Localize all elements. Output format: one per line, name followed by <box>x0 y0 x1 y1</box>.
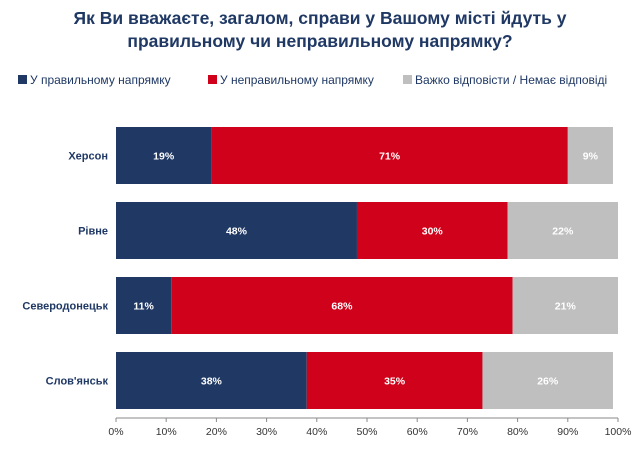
bar-segment <box>512 277 618 334</box>
bar-segment <box>306 352 483 409</box>
bar-segment <box>116 127 212 184</box>
x-tick-label: 10% <box>156 426 177 438</box>
chart-title-line: Як Ви вважаєте, загалом, справи у Вашому… <box>74 8 567 28</box>
category-label: Слов'янськ <box>46 376 109 388</box>
data-label: 48% <box>226 226 248 238</box>
data-label: 68% <box>331 301 353 313</box>
data-label: 9% <box>583 151 599 163</box>
legend-label: У неправильному напрямку <box>220 73 374 87</box>
bar-segment <box>567 127 613 184</box>
bar-segment <box>211 127 568 184</box>
data-label: 35% <box>384 376 406 388</box>
chart-title: Як Ви вважаєте, загалом, справи у Вашому… <box>74 8 567 51</box>
x-tick-label: 30% <box>256 426 277 438</box>
x-tick-label: 90% <box>557 426 578 438</box>
x-tick-label: 50% <box>356 426 377 438</box>
data-label: 26% <box>537 376 559 388</box>
category-label: Рівне <box>78 226 108 238</box>
x-tick-label: 80% <box>507 426 528 438</box>
legend-swatch <box>208 75 217 84</box>
bar-segment <box>171 277 513 334</box>
x-axis: 0% 10% 20% 30% 40% 50% 60% 70% 80% 90% 100% <box>108 417 632 438</box>
legend-swatch <box>403 75 412 84</box>
legend-swatch <box>18 75 27 84</box>
bar-segment <box>116 352 307 409</box>
chart-legend: У правильному напрямку У неправильному на… <box>18 73 607 87</box>
legend-label: Важко відповісти / Немає відповіді <box>415 73 607 87</box>
data-label: 30% <box>422 226 444 238</box>
x-tick-label: 60% <box>407 426 428 438</box>
data-label: 21% <box>555 301 577 313</box>
category-label: Северодонецьк <box>22 301 108 313</box>
data-label: 22% <box>552 226 574 238</box>
data-label: 38% <box>201 376 223 388</box>
legend-label: У правильному напрямку <box>30 73 171 87</box>
x-tick-label: 40% <box>306 426 327 438</box>
x-tick-label: 70% <box>457 426 478 438</box>
bar-segment <box>356 202 508 259</box>
bar-segment <box>482 352 613 409</box>
bar-segment <box>507 202 618 259</box>
category-label: Херсон <box>68 151 108 163</box>
bar-segment <box>116 277 172 334</box>
data-label: 11% <box>133 301 154 313</box>
x-tick-label: 0% <box>108 426 123 438</box>
bar-area: Херсон 19% 71% 9% Рівне 48% 30% 22% Северодонець… <box>22 127 618 409</box>
bar-segment <box>116 202 357 259</box>
data-label: 71% <box>379 151 401 163</box>
x-tick-label: 20% <box>206 426 227 438</box>
chart-title-line: правильному чи неправильному напрямку? <box>127 31 512 51</box>
data-label: 19% <box>153 151 175 163</box>
x-tick-label: 100% <box>605 426 632 438</box>
